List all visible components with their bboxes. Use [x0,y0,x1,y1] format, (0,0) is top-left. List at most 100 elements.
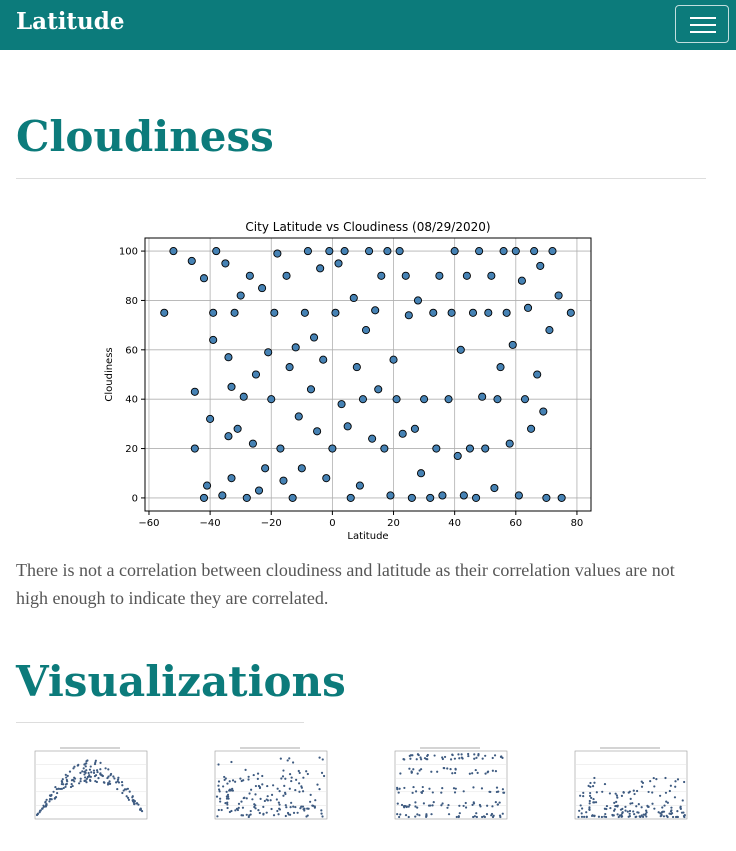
thumb-dot [447,813,451,816]
thumb-dot [624,805,627,808]
thumb-dot [501,812,504,815]
thumb-dot [60,787,63,790]
thumb-dot [626,810,629,813]
thumb-dot [301,790,305,793]
point [325,247,334,256]
thumb-dot [227,797,230,800]
thumb-dot [286,811,290,815]
thumb-dot [109,772,113,776]
thumb-dot [289,813,292,816]
thumb-dot [411,791,414,794]
thumb-dot [49,798,52,801]
thumb-dot [252,773,255,777]
thumb-dot [241,806,245,809]
thumb-dot [270,807,273,811]
thumb-dot [126,787,129,790]
point [508,340,517,349]
point [401,271,410,280]
thumb-dot [473,753,476,756]
point [416,469,426,478]
thumb-dot [637,803,640,806]
point [254,486,264,495]
thumb-dot [137,803,140,806]
thumb-dot [290,776,293,779]
thumb-dot [582,791,585,795]
point [530,247,539,256]
thumb-dot [416,813,419,816]
point [410,424,419,433]
thumbnail[interactable] [565,745,693,829]
thumb-dot [266,795,269,798]
thumb-dot [35,813,39,817]
thumb-dot [140,810,144,813]
point [309,333,319,342]
thumbnail[interactable] [385,745,513,829]
thumb-dot [608,792,612,795]
point [300,308,309,317]
thumb-dot [253,805,256,809]
thumb-dot [589,781,592,785]
thumb-dot [249,809,252,813]
thumb-dot [84,771,87,774]
point [209,308,218,317]
y-tick-label: 100 [119,247,138,258]
thumb-dot [491,769,494,772]
thumb-dot [652,776,655,780]
thumb-dot [653,807,656,810]
thumb-dot [501,788,505,791]
thumb-dot [624,809,627,812]
thumb-dot [126,796,130,799]
thumb-dot [79,780,82,783]
thumb-dot [661,806,664,809]
thumb-dot [85,769,88,772]
thumb-dot [399,813,402,816]
thumb-dot [464,801,467,805]
thumb-dot [416,806,419,809]
thumb-dot [425,813,428,816]
point [288,493,297,502]
thumb-dot [239,777,242,780]
thumb-dot [651,802,654,805]
divider [16,178,706,179]
thumb-dot [216,815,219,818]
thumb-dot [251,798,254,801]
thumb-dot [496,803,499,806]
thumb-dot [449,768,452,771]
menu-toggle[interactable] [675,5,729,43]
point [527,424,536,433]
thumb-dot [645,811,648,814]
thumb-dot [84,776,87,779]
thumb-dot [593,801,596,804]
thumb-dot [592,797,595,801]
thumb-dot [220,808,223,812]
thumb-dot [53,797,57,800]
thumbnail[interactable] [25,745,153,829]
thumbnail[interactable] [205,745,333,829]
thumb-dot [226,782,229,785]
point [209,335,218,344]
thumb-dot [117,776,120,779]
thumb-dot [477,754,480,757]
thumb-dot [231,787,234,790]
thumb-dot [666,815,669,819]
description: There is not a correlation between cloud… [16,560,675,608]
thumb-dot [57,787,60,790]
point [276,444,285,453]
x-tick-label: −20 [261,518,282,529]
thumb-dot [64,773,67,776]
thumb-dot [275,798,278,801]
thumb-dot [285,806,288,809]
thumb-dot [475,812,478,815]
thumb-dot [297,769,300,773]
thumb-dot [474,768,477,772]
thumb-dot [452,787,456,790]
thumb-dot [107,768,110,771]
thumb-dot [462,804,465,808]
thumb-dot [669,784,672,787]
thumb-dot [321,758,324,761]
thumb-dot [472,815,475,819]
brand[interactable]: Latitude [16,8,125,35]
thumb-dot [320,771,324,774]
y-tick-label: 40 [125,395,138,406]
thumb-dot [248,792,251,795]
